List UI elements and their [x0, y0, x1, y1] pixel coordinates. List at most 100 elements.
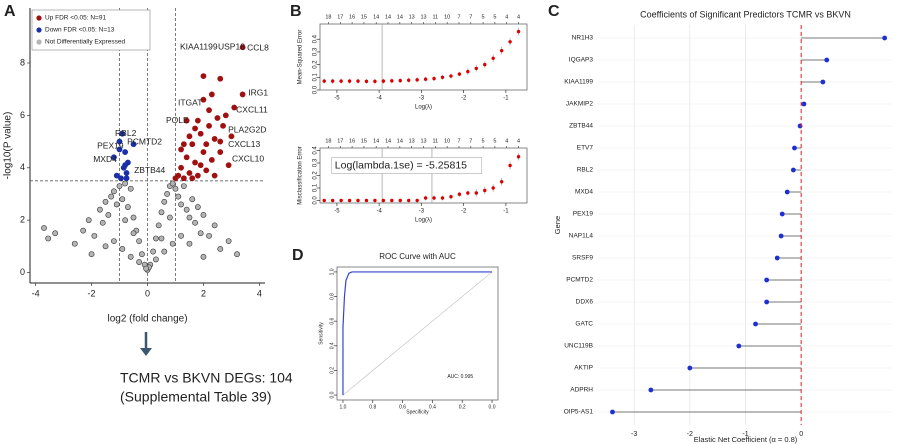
point [45, 235, 52, 242]
x-tick-label: -5 [334, 209, 340, 215]
top-tick-label: 5 [482, 138, 485, 144]
x-tick-label: 0.0 [489, 404, 496, 410]
legend [31, 9, 151, 51]
point [211, 172, 218, 179]
caption-line: TCMR vs BKVN DEGs: 104 [120, 370, 293, 386]
point [200, 212, 207, 218]
annotation: AUC: 0.995 [447, 374, 473, 380]
point [347, 79, 352, 83]
y-tick-label: KIAA1199 [564, 79, 593, 86]
legend-swatch [36, 15, 42, 21]
point [194, 204, 201, 210]
point [102, 243, 109, 250]
x-tick-label: -2 [687, 431, 693, 438]
point [130, 230, 137, 237]
y-tick-label: 0.4 [313, 146, 319, 155]
annotation: PLA2G2D [228, 124, 266, 134]
annotation: Log(lambda.1se) = -5.25815 [335, 159, 467, 171]
top-tick-label: 14 [397, 138, 403, 144]
y-tick-label: AKTIP [574, 365, 593, 372]
point [203, 167, 210, 174]
y-axis-label: Mean-Squared Error [298, 30, 304, 85]
point [169, 180, 176, 187]
panel-letter: C [548, 3, 560, 20]
top-tick-label: 4 [517, 14, 520, 20]
top-tick-label: 15 [361, 14, 367, 20]
top-tick-label: 5 [493, 14, 496, 20]
annotation: IRG1 [248, 87, 268, 97]
point [206, 232, 212, 239]
point [211, 136, 218, 142]
point [192, 219, 198, 226]
point [483, 62, 487, 67]
point [217, 138, 224, 145]
point [449, 195, 453, 199]
legend-label: Up FDR <0.05: N=91 [45, 15, 106, 22]
point [790, 167, 796, 173]
point [119, 196, 126, 203]
y-tick-label: 0.2 [313, 60, 319, 69]
y-tick-label: NAP1L4 [569, 233, 594, 240]
point [407, 198, 411, 203]
y-tick-label: UNC119B [564, 343, 593, 350]
point [440, 196, 445, 200]
point [194, 117, 201, 124]
point [178, 232, 184, 239]
annotation: PEX19 [97, 140, 124, 150]
chart-title: ROC Curve with AUC [379, 252, 456, 261]
point [687, 365, 693, 371]
point [474, 191, 479, 195]
point [178, 164, 184, 171]
panel-letter: A [4, 3, 16, 20]
x-tick-label: 0 [799, 431, 803, 438]
top-tick-label: 13 [420, 138, 426, 144]
point [127, 253, 134, 260]
y-tick-label: MXD4 [575, 189, 593, 196]
point [122, 162, 129, 169]
y-tick-label: PEX19 [573, 211, 594, 218]
x-axis-label: Log(λ) [415, 105, 432, 111]
point [113, 172, 120, 179]
x-tick-label: -2 [88, 288, 96, 298]
point [217, 149, 224, 155]
x-axis-label: log2 (fold change) [107, 314, 187, 325]
point [192, 125, 198, 132]
y-tick-label: 0.6 [329, 317, 335, 324]
y-tick-label: 0.0 [313, 196, 319, 205]
point [330, 198, 335, 203]
plot-frame [336, 266, 499, 401]
point [111, 154, 117, 161]
diagonal [342, 271, 493, 396]
y-tick-label: 6 [20, 110, 25, 120]
y-tick-label: 0.2 [313, 171, 319, 180]
point [119, 246, 126, 252]
panel-letter: B [290, 3, 302, 20]
point [483, 188, 487, 193]
point [200, 253, 207, 260]
point [225, 162, 232, 169]
point [390, 79, 394, 83]
point [231, 104, 238, 111]
top-tick-label: 13 [409, 138, 415, 144]
y-tick-label: 0.8 [329, 293, 335, 300]
point [118, 175, 124, 182]
point [111, 238, 117, 244]
top-tick-label: 10 [444, 14, 450, 20]
point [113, 201, 120, 208]
point [466, 191, 470, 195]
point [105, 212, 112, 218]
chart-title: Coefficients of Significant Predictors T… [640, 9, 851, 19]
point [220, 122, 226, 129]
y-tick-label: 0.1 [313, 72, 319, 81]
point [432, 196, 436, 200]
point [373, 79, 377, 84]
x-tick-label: -3 [631, 431, 637, 438]
y-tick-label: ZBTB44 [569, 123, 593, 130]
point [466, 69, 470, 74]
y-tick-label: 0.2 [329, 367, 335, 374]
point [200, 96, 207, 103]
point [801, 101, 807, 107]
legend-swatch [36, 39, 42, 45]
point [415, 198, 419, 203]
